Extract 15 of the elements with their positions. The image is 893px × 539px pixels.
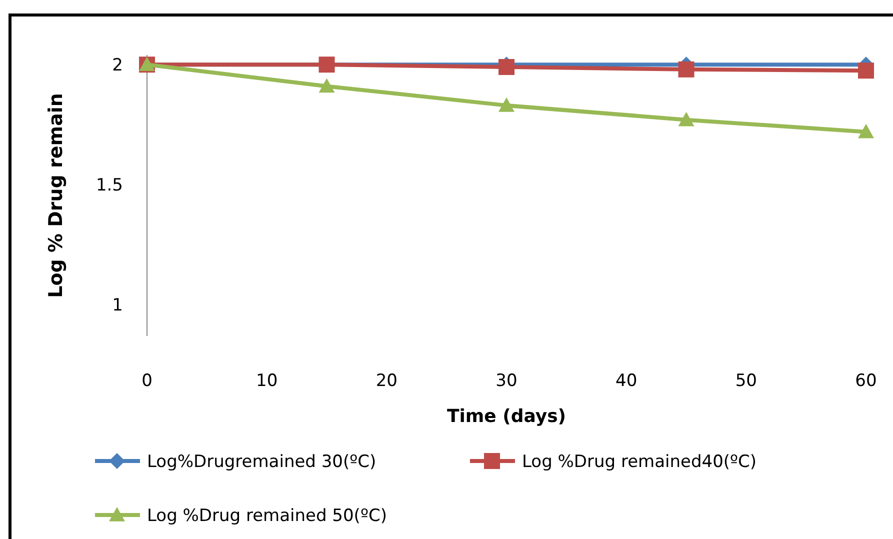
- x-axis-title: Time (days): [446, 406, 566, 427]
- x-tick-label: 50: [735, 371, 757, 391]
- x-tick-label: 40: [616, 371, 638, 391]
- legend-label: Log%Drugremained 30(ºC): [147, 452, 376, 472]
- y-axis-title: Log % Drug remain: [45, 93, 67, 298]
- legend-label: Log %Drug remained 50(ºC): [147, 506, 387, 526]
- y-tick-label: 1: [112, 296, 123, 316]
- x-tick-label: 0: [142, 371, 152, 391]
- x-tick-label: 20: [376, 371, 398, 391]
- y-tick-label: 2: [112, 56, 123, 76]
- x-tick-label: 60: [855, 371, 877, 391]
- x-tick-label: 10: [256, 371, 278, 391]
- legend-label: Log %Drug remained40(ºC): [522, 452, 757, 472]
- x-tick-label: 30: [496, 371, 518, 391]
- y-tick-label: 1.5: [96, 176, 123, 196]
